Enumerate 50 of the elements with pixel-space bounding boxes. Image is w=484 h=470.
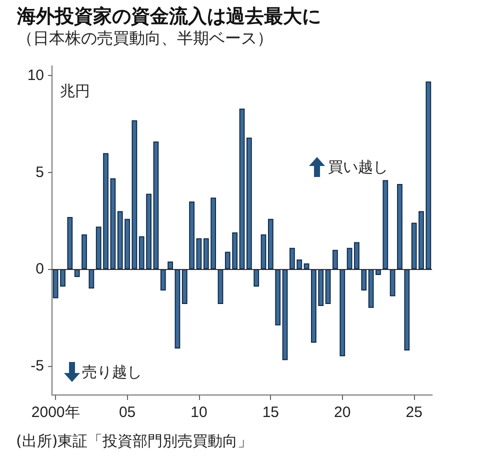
bar bbox=[67, 216, 73, 270]
bar bbox=[325, 269, 331, 304]
y-tick-label: 5 bbox=[36, 164, 44, 181]
bar bbox=[153, 141, 159, 270]
annotation: 買い越し bbox=[328, 158, 388, 177]
bar bbox=[189, 201, 194, 270]
bar bbox=[174, 269, 180, 349]
bar bbox=[390, 269, 396, 296]
bar bbox=[376, 269, 381, 276]
bar bbox=[160, 269, 166, 290]
x-tick-label: 2000年 bbox=[31, 404, 80, 421]
bar bbox=[168, 261, 173, 270]
annotation: 売り越し bbox=[82, 363, 142, 382]
bar bbox=[260, 234, 266, 270]
bar bbox=[282, 269, 288, 360]
bar bbox=[368, 269, 374, 308]
bar bbox=[304, 263, 310, 270]
bar bbox=[196, 238, 202, 270]
bar bbox=[340, 269, 346, 356]
bar bbox=[132, 120, 138, 270]
bar bbox=[332, 250, 338, 270]
x-tick-label: 10 bbox=[190, 404, 208, 421]
bar bbox=[268, 218, 274, 270]
bar bbox=[361, 269, 367, 290]
y-tick-label: 0 bbox=[36, 260, 44, 278]
bar bbox=[239, 108, 245, 270]
x-tick-label: 20 bbox=[334, 404, 351, 421]
chart-title: 海外投資家の資金流入は過去最大に bbox=[16, 6, 321, 28]
bar bbox=[275, 269, 281, 326]
bar bbox=[110, 178, 116, 270]
bar bbox=[74, 269, 80, 277]
y-tick-label: 10 bbox=[27, 67, 44, 84]
chart-subtitle: （日本株の売買動向、半期ベース） bbox=[17, 28, 273, 48]
x-tick-label: 15 bbox=[262, 404, 280, 421]
bar bbox=[254, 269, 260, 287]
bar bbox=[182, 269, 188, 304]
bar bbox=[346, 248, 352, 270]
y-axis-title: 兆円 bbox=[60, 82, 90, 101]
bar bbox=[382, 180, 388, 270]
bar bbox=[404, 269, 410, 350]
text: (出所)東証「投資部門別売買動向」 bbox=[16, 432, 253, 451]
x-tick-label: 05 bbox=[118, 404, 136, 421]
bar bbox=[218, 269, 224, 304]
bar bbox=[88, 269, 94, 289]
bar bbox=[397, 184, 402, 270]
bar bbox=[82, 234, 87, 270]
y-tick-label: -5 bbox=[30, 357, 44, 374]
x-tick-label: 25 bbox=[406, 404, 422, 421]
bar bbox=[354, 242, 360, 270]
bar bbox=[246, 138, 252, 270]
